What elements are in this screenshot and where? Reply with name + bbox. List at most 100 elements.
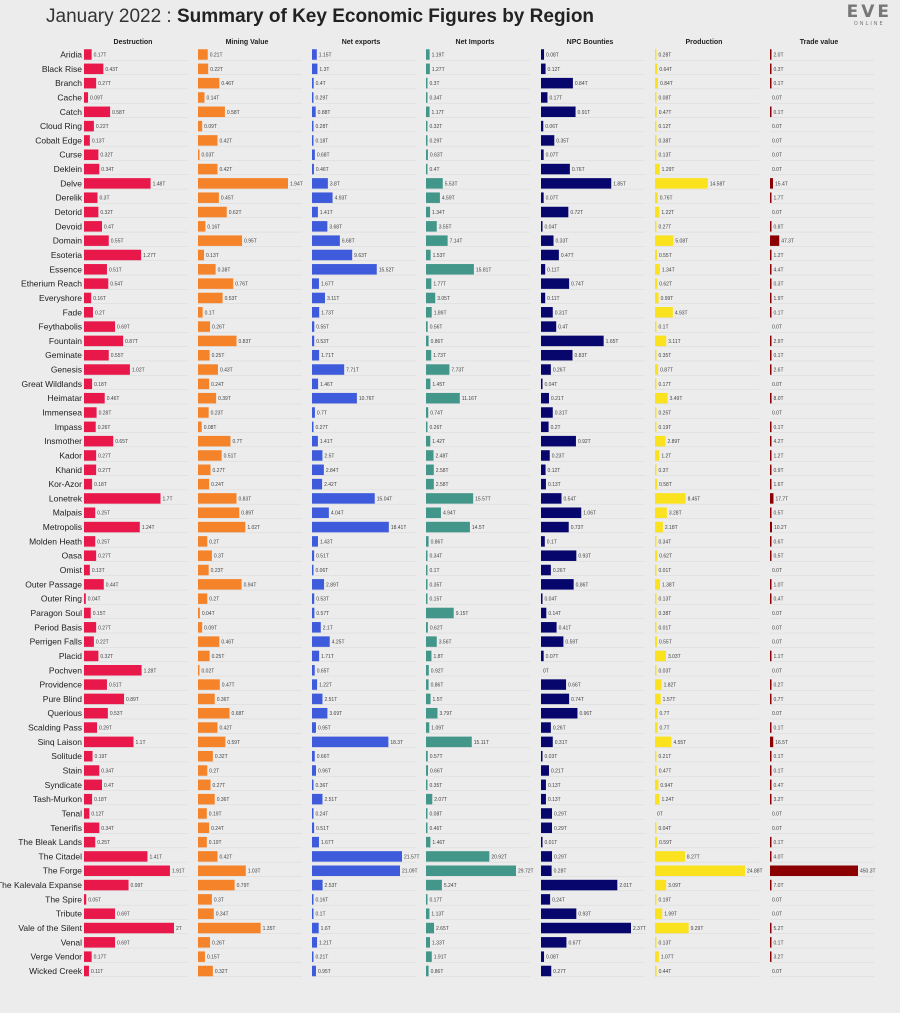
data-label: 0.1T bbox=[774, 840, 784, 846]
data-label: 0.07T bbox=[546, 654, 559, 660]
data-label: 3.11T bbox=[327, 296, 339, 302]
bar-net-exports-wicked-creek bbox=[312, 965, 316, 977]
category-label-querious: Querious bbox=[48, 708, 83, 718]
category-label-genesis: Genesis bbox=[51, 365, 82, 375]
category-label-fade: Fade bbox=[63, 307, 83, 317]
data-label: 0.43T bbox=[105, 67, 118, 73]
data-label: 0.19T bbox=[659, 897, 672, 903]
bar-net-exports-derelik bbox=[312, 192, 333, 203]
bar-net-exports-cache bbox=[312, 92, 314, 103]
data-label: 1.15T bbox=[319, 53, 332, 59]
bar-npc-bounties-fountain bbox=[541, 335, 604, 347]
data-label: 14.5T bbox=[472, 525, 485, 531]
data-label: 0.15T bbox=[430, 597, 443, 603]
data-label: 6.68T bbox=[342, 239, 355, 245]
data-label: 0.0T bbox=[772, 568, 782, 574]
bar-destruction-metropolis bbox=[84, 521, 140, 533]
data-label: 1.42T bbox=[432, 439, 445, 445]
data-label: 0.0T bbox=[772, 411, 782, 417]
data-label: 5.08T bbox=[675, 239, 688, 245]
data-label: 0.01T bbox=[545, 840, 558, 846]
data-label: 1.43T bbox=[320, 539, 333, 545]
data-label: 0.1T bbox=[547, 539, 557, 545]
bar-npc-bounties-tribute bbox=[541, 908, 577, 919]
bar-net-imports-lonetrek bbox=[426, 493, 474, 504]
bar-net-exports-lonetrek bbox=[312, 493, 375, 504]
bar-net-imports-stain bbox=[426, 765, 428, 776]
data-label: 0.47T bbox=[659, 110, 672, 116]
data-label: 2T bbox=[176, 926, 182, 932]
data-label: 0.32T bbox=[100, 153, 113, 159]
bar-destruction-the-citadel bbox=[84, 851, 148, 862]
data-label: 0.34T bbox=[216, 912, 229, 918]
data-label: 0.5T bbox=[774, 511, 784, 517]
data-label: 0.01T bbox=[659, 625, 672, 631]
data-label: 0.11T bbox=[547, 267, 559, 273]
data-label: 1.02T bbox=[132, 368, 145, 374]
data-label: 0.27T bbox=[213, 783, 226, 789]
bar-production-cobalt-edge bbox=[655, 135, 657, 146]
bar-destruction-immensea bbox=[84, 407, 97, 418]
bar-trade-value-delve bbox=[770, 178, 774, 189]
bar-trade-value-the-citadel bbox=[770, 851, 772, 862]
data-label: 0.1T bbox=[774, 81, 784, 87]
bar-net-imports-aridia bbox=[426, 49, 430, 60]
bar-npc-bounties-paragon-soul bbox=[541, 607, 547, 619]
data-label: 0.5T bbox=[774, 554, 784, 560]
bar-net-exports-geminate bbox=[312, 349, 320, 361]
data-label: 0.0T bbox=[772, 811, 782, 817]
bar-production-tenerifis bbox=[655, 822, 657, 834]
bar-destruction-solitude bbox=[84, 750, 93, 762]
data-label: 15.04T bbox=[377, 496, 393, 502]
data-label: 1.3T bbox=[319, 67, 329, 73]
data-label: 0.13T bbox=[659, 940, 672, 946]
data-label: 0.08T bbox=[659, 95, 672, 101]
data-label: 0.17T bbox=[94, 955, 107, 961]
category-label-the-citadel: The Citadel bbox=[39, 851, 83, 861]
series-header-production: Production bbox=[686, 39, 723, 46]
data-label: 1.46T bbox=[320, 382, 333, 388]
data-label: 0.47T bbox=[222, 683, 235, 689]
bar-trade-value-genesis bbox=[770, 364, 772, 375]
data-label: 0.18T bbox=[316, 138, 329, 144]
category-label-syndicate: Syndicate bbox=[45, 780, 83, 790]
data-label: 0.76T bbox=[572, 167, 585, 173]
bar-npc-bounties-outer-passage bbox=[541, 579, 574, 590]
data-label: 0.38T bbox=[659, 138, 672, 144]
bar-net-exports-the-spire bbox=[312, 894, 314, 905]
data-label: 0.83T bbox=[239, 496, 252, 502]
category-label-tenal: Tenal bbox=[62, 808, 82, 818]
data-label: 0.84T bbox=[660, 81, 673, 87]
data-label: 1.17T bbox=[432, 110, 445, 116]
data-label: 0.24T bbox=[552, 897, 565, 903]
bar-net-imports-etherium-reach bbox=[426, 278, 432, 289]
data-label: 0.0T bbox=[772, 969, 782, 975]
bar-mining-value-the-forge bbox=[198, 865, 246, 876]
bar-net-imports-the-spire bbox=[426, 894, 428, 905]
category-label-stain: Stain bbox=[63, 766, 83, 776]
data-label: 1.33T bbox=[432, 940, 445, 946]
bar-mining-value-metropolis bbox=[198, 521, 246, 533]
bar-net-imports-the-bleak-lands bbox=[426, 836, 431, 848]
data-label: 0.1T bbox=[430, 568, 440, 574]
bar-destruction-branch bbox=[84, 77, 97, 89]
data-label: 0.27T bbox=[98, 81, 111, 87]
data-label: 0.17T bbox=[549, 95, 562, 101]
data-label: 0.8T bbox=[774, 224, 784, 230]
data-label: 1.34T bbox=[432, 210, 445, 216]
bar-trade-value-sinq-laison bbox=[770, 736, 774, 748]
data-label: 0.08T bbox=[204, 425, 217, 431]
data-label: 1.71T bbox=[321, 353, 334, 359]
data-label: 0.86T bbox=[576, 582, 589, 588]
data-label: 0.96T bbox=[318, 769, 331, 775]
category-label-impass: Impass bbox=[55, 422, 82, 432]
bar-trade-value-lonetrek bbox=[770, 493, 774, 504]
bar-npc-bounties-genesis bbox=[541, 364, 551, 375]
bar-production-kador bbox=[655, 450, 660, 461]
bar-destruction-perrigen-falls bbox=[84, 636, 94, 647]
data-label: 0.91T bbox=[578, 110, 591, 116]
data-label: 0.46T bbox=[430, 826, 443, 832]
data-label: 0.17T bbox=[430, 897, 443, 903]
data-label: 0.36T bbox=[217, 797, 230, 803]
